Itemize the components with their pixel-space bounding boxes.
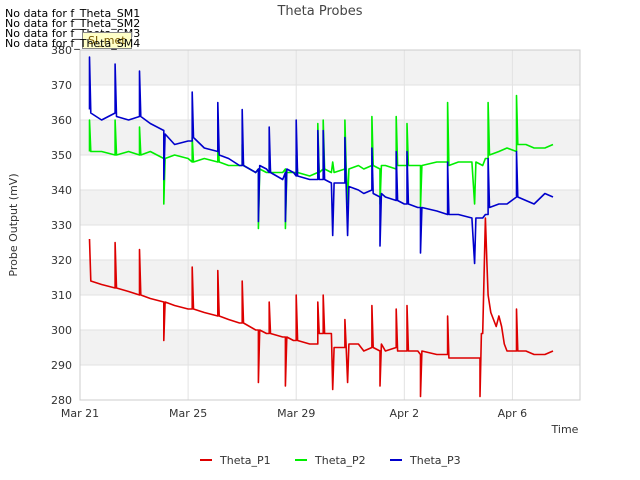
y-tick-label: 350 [51,149,72,162]
y-tick-label: 320 [51,254,72,267]
x-tick-label: Mar 29 [277,407,315,420]
chart-title: Theta Probes [276,4,362,19]
no-data-message-sm4: No data for f_Theta_SM4 [5,37,141,50]
series-line-theta-p1 [88,217,554,398]
legend: Theta_P1 Theta_P2 Theta_P3 [200,454,461,467]
legend-label: Theta_P1 [219,454,271,467]
x-tick-label: Apr 6 [498,407,528,420]
y-tick-label: 290 [51,359,72,372]
y-tick-label: 310 [51,289,72,302]
x-tick-label: Mar 25 [169,407,207,420]
grid-band [80,260,580,295]
y-tick-label: 330 [51,219,72,232]
y-tick-label: 340 [51,184,72,197]
x-tick-label: Mar 21 [61,407,99,420]
legend-label: Theta_P2 [314,454,366,467]
y-tick-label: 370 [51,79,72,92]
grid-band [80,190,580,225]
series-line-theta-p3 [88,56,554,265]
x-axis-label: Time [551,423,579,436]
plot-frame [79,49,581,401]
site-badge: SI_met [82,32,132,49]
grid-band [80,50,580,85]
y-tick-label: 280 [51,394,72,407]
no-data-message-sm2: No data for f_Theta_SM2 [5,17,141,30]
x-tick-label: Apr 2 [390,407,420,420]
y-tick-label: 300 [51,324,72,337]
y-axis-label: Probe Output (mV) [7,173,20,276]
y-tick-label: 360 [51,114,72,127]
y-tick-label: 380 [51,44,72,57]
no-data-message-sm1: No data for f_Theta_SM1 [5,7,141,20]
legend-label: Theta_P3 [409,454,461,467]
